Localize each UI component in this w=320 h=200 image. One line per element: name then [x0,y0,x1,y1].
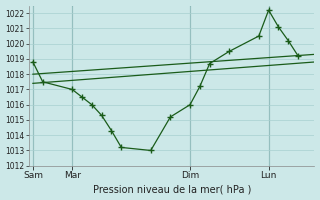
X-axis label: Pression niveau de la mer( hPa ): Pression niveau de la mer( hPa ) [92,184,251,194]
